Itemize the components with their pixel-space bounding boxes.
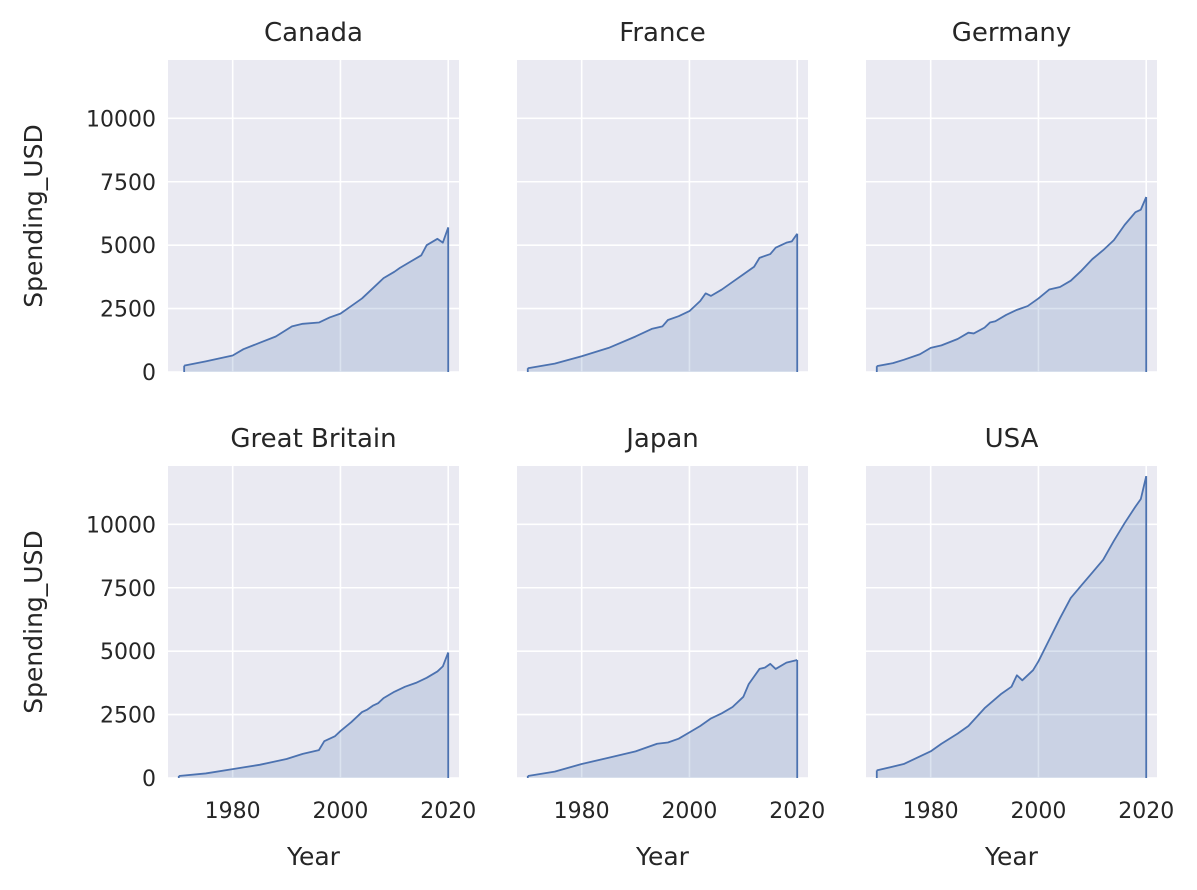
y-tick-label: 0 (142, 767, 156, 792)
area-fill-germany (876, 196, 1147, 372)
y-axis-label: Spending_USD (19, 530, 48, 713)
area-fill-canada (184, 227, 449, 372)
facet-background (866, 466, 1157, 778)
series-line-canada (183, 227, 450, 367)
y-axis-label: Spending_USD (19, 124, 48, 307)
y-tick-label: 5000 (100, 640, 156, 665)
facet-background (517, 466, 808, 778)
y-tick-label: 0 (142, 361, 156, 386)
series-line-great-britain (178, 652, 450, 777)
facet-background (168, 60, 459, 372)
series-line-france (527, 233, 798, 370)
x-tick-label: 1980 (205, 799, 261, 824)
series-line-japan (527, 659, 798, 777)
facet-france: France (517, 18, 808, 373)
x-axis-label: Year (984, 842, 1039, 871)
y-tick-label: 10000 (86, 107, 156, 132)
y-tick-label: 7500 (100, 171, 156, 196)
series-line-germany (876, 196, 1148, 368)
facet-title: Great Britain (230, 424, 396, 454)
area-fill-japan (527, 660, 798, 778)
y-tick-label: 5000 (100, 234, 156, 259)
facet-japan: Japan 1980 2000 2020 Year (517, 424, 825, 871)
facet-title: Canada (264, 18, 363, 48)
facet-usa: USA 1980 2000 2020 Year (866, 424, 1174, 871)
y-tick-label: 2500 (100, 298, 156, 323)
x-tick-label: 2000 (1010, 799, 1066, 824)
facet-germany: Germany (866, 18, 1157, 373)
area-fill-usa (876, 476, 1147, 778)
facet-background (866, 60, 1157, 372)
x-tick-label: 2020 (1118, 799, 1174, 824)
y-tick-label: 10000 (86, 513, 156, 538)
area-fill-france (527, 233, 798, 372)
x-tick-label: 2020 (420, 799, 476, 824)
facet-title: Japan (624, 424, 699, 454)
x-tick-label: 1980 (554, 799, 610, 824)
y-tick-label: 7500 (100, 577, 156, 602)
area-fill-great-britain (178, 652, 449, 778)
facet-background (517, 60, 808, 372)
x-tick-label: 2020 (769, 799, 825, 824)
x-tick-label: 2000 (661, 799, 717, 824)
series-line-usa (876, 475, 1148, 772)
x-tick-label: 2000 (312, 799, 368, 824)
facet-title: France (619, 18, 705, 48)
x-tick-label: 1980 (903, 799, 959, 824)
facet-great-britain: Great Britain 0 2500 5000 7500 10000 Spending_… (19, 424, 476, 871)
facet-background (168, 466, 459, 778)
x-axis-label: Year (286, 842, 341, 871)
x-axis-label: Year (635, 842, 690, 871)
y-tick-label: 2500 (100, 704, 156, 729)
facet-title: USA (985, 424, 1039, 454)
facet-canada: Canada 0 2500 5000 7500 10000 Spending_USD (19, 18, 459, 386)
facet-title: Germany (952, 18, 1072, 48)
